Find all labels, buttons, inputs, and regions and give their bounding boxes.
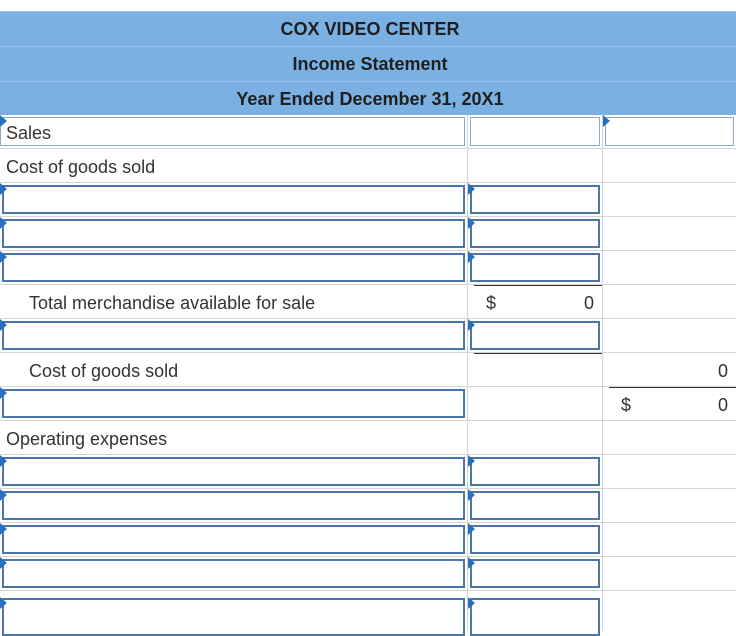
opex-input-row xyxy=(0,557,736,591)
dropdown-arrow-icon[interactable] xyxy=(0,217,7,229)
dropdown-arrow-icon[interactable] xyxy=(0,455,7,467)
amount-input[interactable] xyxy=(470,491,600,520)
account-select[interactable] xyxy=(2,219,465,248)
statement-header: COX VIDEO CENTER xyxy=(0,11,736,47)
dropdown-arrow-icon[interactable] xyxy=(468,523,475,535)
gross-profit-value: 0 xyxy=(717,395,728,415)
operating-expenses-row: Operating expenses xyxy=(0,421,736,455)
dropdown-arrow-icon[interactable] xyxy=(0,387,7,399)
account-select[interactable] xyxy=(2,525,465,554)
cogs-total-label: Cost of goods sold xyxy=(29,361,179,381)
dropdown-arrow-icon[interactable] xyxy=(468,557,475,569)
statement-period: Year Ended December 31, 20X1 xyxy=(236,89,504,109)
amount-input[interactable] xyxy=(470,598,600,636)
currency-symbol: $ xyxy=(486,293,497,313)
cogs-total-row: Cost of goods sold 0 xyxy=(0,353,736,387)
dropdown-arrow-icon[interactable] xyxy=(468,217,475,229)
dropdown-arrow-icon[interactable] xyxy=(0,251,7,263)
dropdown-arrow-icon[interactable] xyxy=(0,319,7,331)
dropdown-arrow-icon[interactable] xyxy=(0,115,7,127)
dropdown-arrow-icon[interactable] xyxy=(0,523,7,535)
dropdown-arrow-icon[interactable] xyxy=(468,319,475,331)
cogs-heading-label: Cost of goods sold xyxy=(6,157,156,177)
account-select[interactable] xyxy=(2,185,465,214)
opex-input-row xyxy=(0,523,736,557)
amount-input[interactable] xyxy=(470,253,600,282)
statement-period-row: Year Ended December 31, 20X1 xyxy=(0,81,736,115)
account-select[interactable] xyxy=(2,389,465,418)
account-select[interactable] xyxy=(2,598,465,636)
amount-input[interactable] xyxy=(470,219,600,248)
total-available-label: Total merchandise available for sale xyxy=(29,293,316,313)
amount-input[interactable] xyxy=(470,321,600,350)
sales-label: Sales xyxy=(6,123,52,143)
dropdown-arrow-icon[interactable] xyxy=(468,183,475,195)
account-select[interactable] xyxy=(2,491,465,520)
total-available-value: 0 xyxy=(583,293,594,313)
account-select[interactable] xyxy=(2,457,465,486)
currency-symbol: $ xyxy=(621,395,632,415)
opex-input-row xyxy=(0,489,736,523)
account-select[interactable] xyxy=(2,559,465,588)
sales-row: Sales xyxy=(0,115,736,149)
cogs-input-row xyxy=(0,183,736,217)
account-select[interactable] xyxy=(2,253,465,282)
dropdown-arrow-icon[interactable] xyxy=(468,489,475,501)
dropdown-arrow-icon[interactable] xyxy=(468,455,475,467)
dropdown-arrow-icon[interactable] xyxy=(468,597,475,609)
amount-input[interactable] xyxy=(470,525,600,554)
dropdown-arrow-icon[interactable] xyxy=(0,557,7,569)
opex-input-row xyxy=(0,591,736,636)
gross-profit-row: $ 0 xyxy=(0,387,736,421)
cogs-heading-row: Cost of goods sold xyxy=(0,149,736,183)
sales-total-input[interactable] xyxy=(605,117,734,146)
amount-input[interactable] xyxy=(470,559,600,588)
ending-inventory-row xyxy=(0,319,736,353)
statement-title-row: Income Statement xyxy=(0,46,736,82)
cogs-input-row xyxy=(0,217,736,251)
company-name: COX VIDEO CENTER xyxy=(280,19,460,39)
total-available-row: Total merchandise available for sale $ 0 xyxy=(0,285,736,319)
sales-amount-input[interactable] xyxy=(470,117,600,146)
cogs-total-value: 0 xyxy=(717,361,728,381)
dropdown-arrow-icon[interactable] xyxy=(0,183,7,195)
statement-title: Income Statement xyxy=(292,54,448,74)
dropdown-arrow-icon[interactable] xyxy=(603,115,610,127)
amount-input[interactable] xyxy=(470,185,600,214)
opex-input-row xyxy=(0,455,736,489)
amount-input[interactable] xyxy=(470,457,600,486)
dropdown-arrow-icon[interactable] xyxy=(0,597,7,609)
sales-label-input[interactable] xyxy=(0,117,465,146)
operating-expenses-label: Operating expenses xyxy=(6,429,168,449)
dropdown-arrow-icon[interactable] xyxy=(0,489,7,501)
account-select[interactable] xyxy=(2,321,465,350)
cogs-input-row xyxy=(0,251,736,285)
dropdown-arrow-icon[interactable] xyxy=(468,251,475,263)
